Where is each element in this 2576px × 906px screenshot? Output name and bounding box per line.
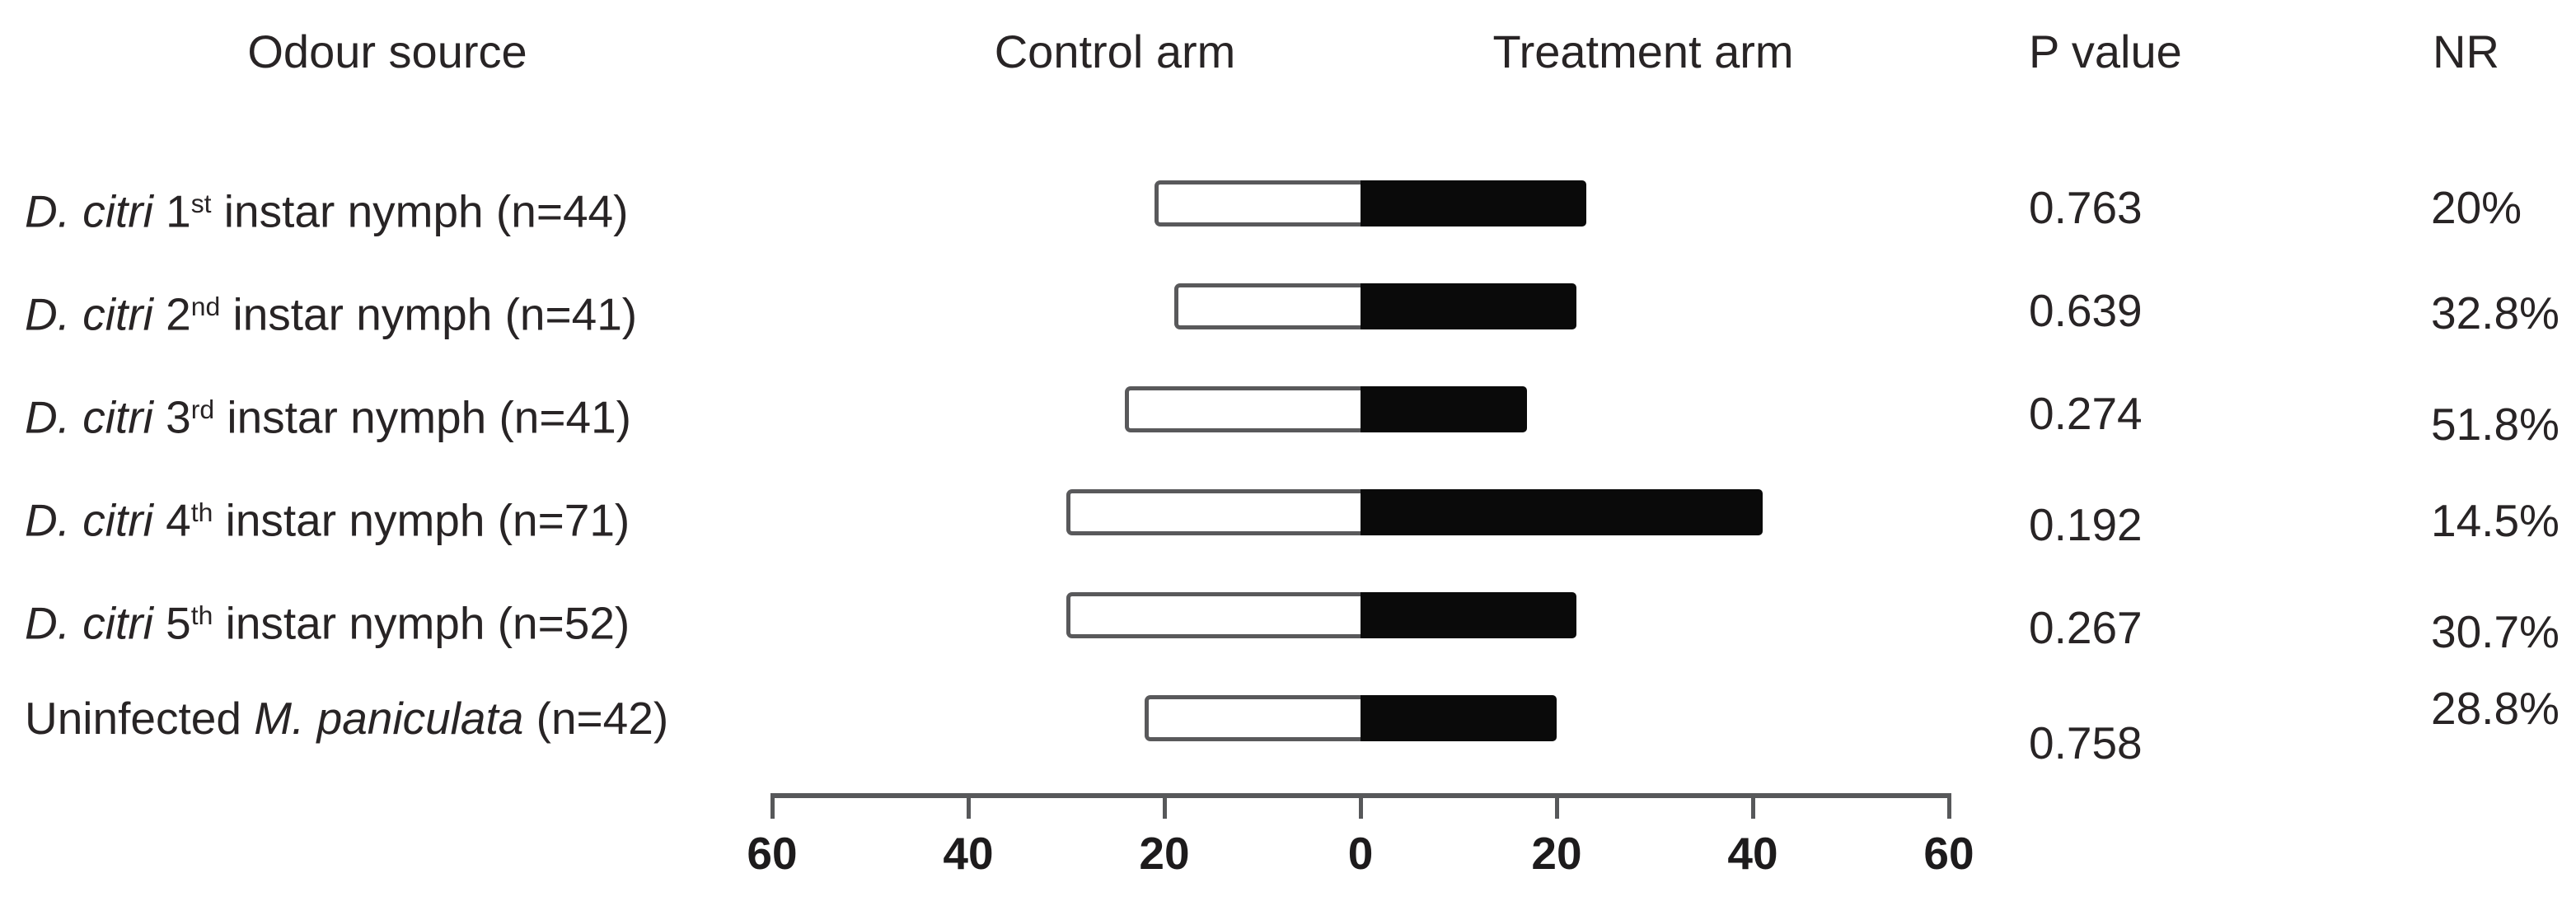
label-text: instar nymph (n=41) xyxy=(220,288,638,340)
species-name-italic: D. citri xyxy=(25,597,153,649)
x-axis-tick-label: 60 xyxy=(747,828,798,879)
row-label: D. citri 5th instar nymph (n=52) xyxy=(25,586,630,652)
header-nr: NR xyxy=(2433,26,2499,77)
control-arm-bar xyxy=(1066,592,1361,638)
ordinal-superscript: rd xyxy=(190,395,215,424)
header-odour-source: Odour source xyxy=(247,26,527,77)
p-value: 0.274 xyxy=(2029,388,2143,439)
row-label: D. citri 4th instar nymph (n=71) xyxy=(25,483,630,549)
x-axis-tick xyxy=(1750,793,1755,819)
header-control-arm: Control arm xyxy=(994,26,1236,77)
label-text: 2 xyxy=(152,288,191,340)
ordinal-superscript: th xyxy=(190,497,213,527)
label-text: (n=42) xyxy=(523,693,669,744)
x-axis-tick-label: 60 xyxy=(1923,828,1974,879)
nr-value: 20% xyxy=(2431,182,2522,233)
x-axis-tick-label: 0 xyxy=(1347,828,1374,879)
label-text: 5 xyxy=(152,597,191,649)
x-axis-tick xyxy=(1162,793,1167,819)
control-arm-bar xyxy=(1173,283,1361,329)
label-text: instar nymph (n=41) xyxy=(214,391,631,443)
ordinal-superscript: st xyxy=(190,189,212,218)
p-value: 0.758 xyxy=(2029,717,2143,768)
treatment-arm-bar xyxy=(1361,283,1576,329)
label-text: 1 xyxy=(152,185,191,237)
control-arm-bar xyxy=(1145,695,1361,741)
x-axis-tick xyxy=(1946,793,1951,819)
species-name-italic: M. paniculata xyxy=(254,693,524,744)
label-text: instar nymph (n=71) xyxy=(213,494,630,546)
label-text: instar nymph (n=44) xyxy=(211,185,629,237)
x-axis-tick xyxy=(966,793,971,819)
label-text: instar nymph (n=52) xyxy=(213,597,630,649)
control-arm-bar xyxy=(1155,180,1361,226)
label-text: Uninfected xyxy=(25,693,255,744)
x-axis-tick-label: 40 xyxy=(1727,828,1778,879)
p-value: 0.763 xyxy=(2029,182,2143,233)
nr-value: 51.8% xyxy=(2431,399,2560,450)
nr-value: 30.7% xyxy=(2431,606,2560,657)
control-arm-bar xyxy=(1125,386,1361,432)
treatment-arm-bar xyxy=(1361,180,1586,226)
x-axis-tick-label: 40 xyxy=(943,828,994,879)
treatment-arm-bar xyxy=(1361,489,1763,535)
p-value: 0.267 xyxy=(2029,602,2143,653)
row-label: D. citri 1st instar nymph (n=44) xyxy=(25,175,628,241)
treatment-arm-bar xyxy=(1361,695,1557,741)
x-axis-tick xyxy=(770,793,775,819)
header-treatment-arm: Treatment arm xyxy=(1492,26,1794,77)
ordinal-superscript: th xyxy=(190,600,213,630)
row-label: D. citri 3rd instar nymph (n=41) xyxy=(25,381,631,446)
x-axis-tick xyxy=(1554,793,1559,819)
nr-value: 32.8% xyxy=(2431,287,2560,339)
row-label: D. citri 2nd instar nymph (n=41) xyxy=(25,278,637,343)
treatment-arm-bar xyxy=(1361,386,1528,432)
x-axis-tick xyxy=(1358,793,1363,819)
label-text: 4 xyxy=(152,494,191,546)
nr-value: 14.5% xyxy=(2431,495,2560,546)
species-name-italic: D. citri xyxy=(25,288,153,340)
control-arm-bar xyxy=(1066,489,1361,535)
species-name-italic: D. citri xyxy=(25,494,153,546)
ordinal-superscript: nd xyxy=(190,292,221,321)
p-value: 0.639 xyxy=(2029,285,2143,336)
row-label: Uninfected M. paniculata (n=42) xyxy=(25,689,668,747)
label-text: 3 xyxy=(152,391,191,443)
treatment-arm-bar xyxy=(1361,592,1576,638)
nr-value: 28.8% xyxy=(2431,683,2560,734)
x-axis-tick-label: 20 xyxy=(1139,828,1190,879)
species-name-italic: D. citri xyxy=(25,391,153,443)
p-value: 0.192 xyxy=(2029,499,2143,550)
species-name-italic: D. citri xyxy=(25,185,153,237)
x-axis-tick-label: 20 xyxy=(1531,828,1582,879)
header-p-value: P value xyxy=(2029,26,2182,77)
